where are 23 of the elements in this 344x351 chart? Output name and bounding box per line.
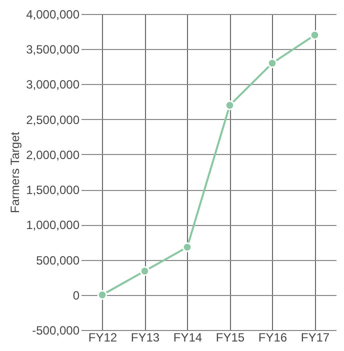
- x-tick-label: FY14: [173, 330, 202, 344]
- point: [267, 58, 278, 68]
- y-tick-label: 1,500,000: [26, 183, 80, 198]
- x-tick-label: FY12: [88, 330, 118, 344]
- y-axis-title: Farmers Target: [8, 131, 22, 214]
- x-tick-label: FY13: [130, 330, 160, 344]
- x-tick-label: FY15: [216, 330, 245, 344]
- y-tick-label: 4,000,000: [26, 8, 80, 22]
- y-tick-label: 500,000: [36, 253, 80, 268]
- point: [310, 30, 320, 40]
- point: [224, 100, 235, 110]
- point: [140, 266, 150, 276]
- point: [97, 290, 108, 300]
- x-tick-label: FY17: [300, 330, 330, 344]
- y-tick-label: 2,000,000: [26, 148, 80, 162]
- y-tick-label: 2,500,000: [26, 112, 80, 127]
- y-tick-label: -500,000: [32, 324, 80, 338]
- y-tick-label: 0: [72, 288, 80, 302]
- y-tick-label: 3,500,000: [26, 42, 80, 57]
- x-tick-label: FY16: [258, 330, 288, 344]
- y-tick-label: 1,000,000: [26, 218, 80, 232]
- point: [182, 242, 192, 252]
- y-tick-label: 3,000,000: [26, 78, 80, 92]
